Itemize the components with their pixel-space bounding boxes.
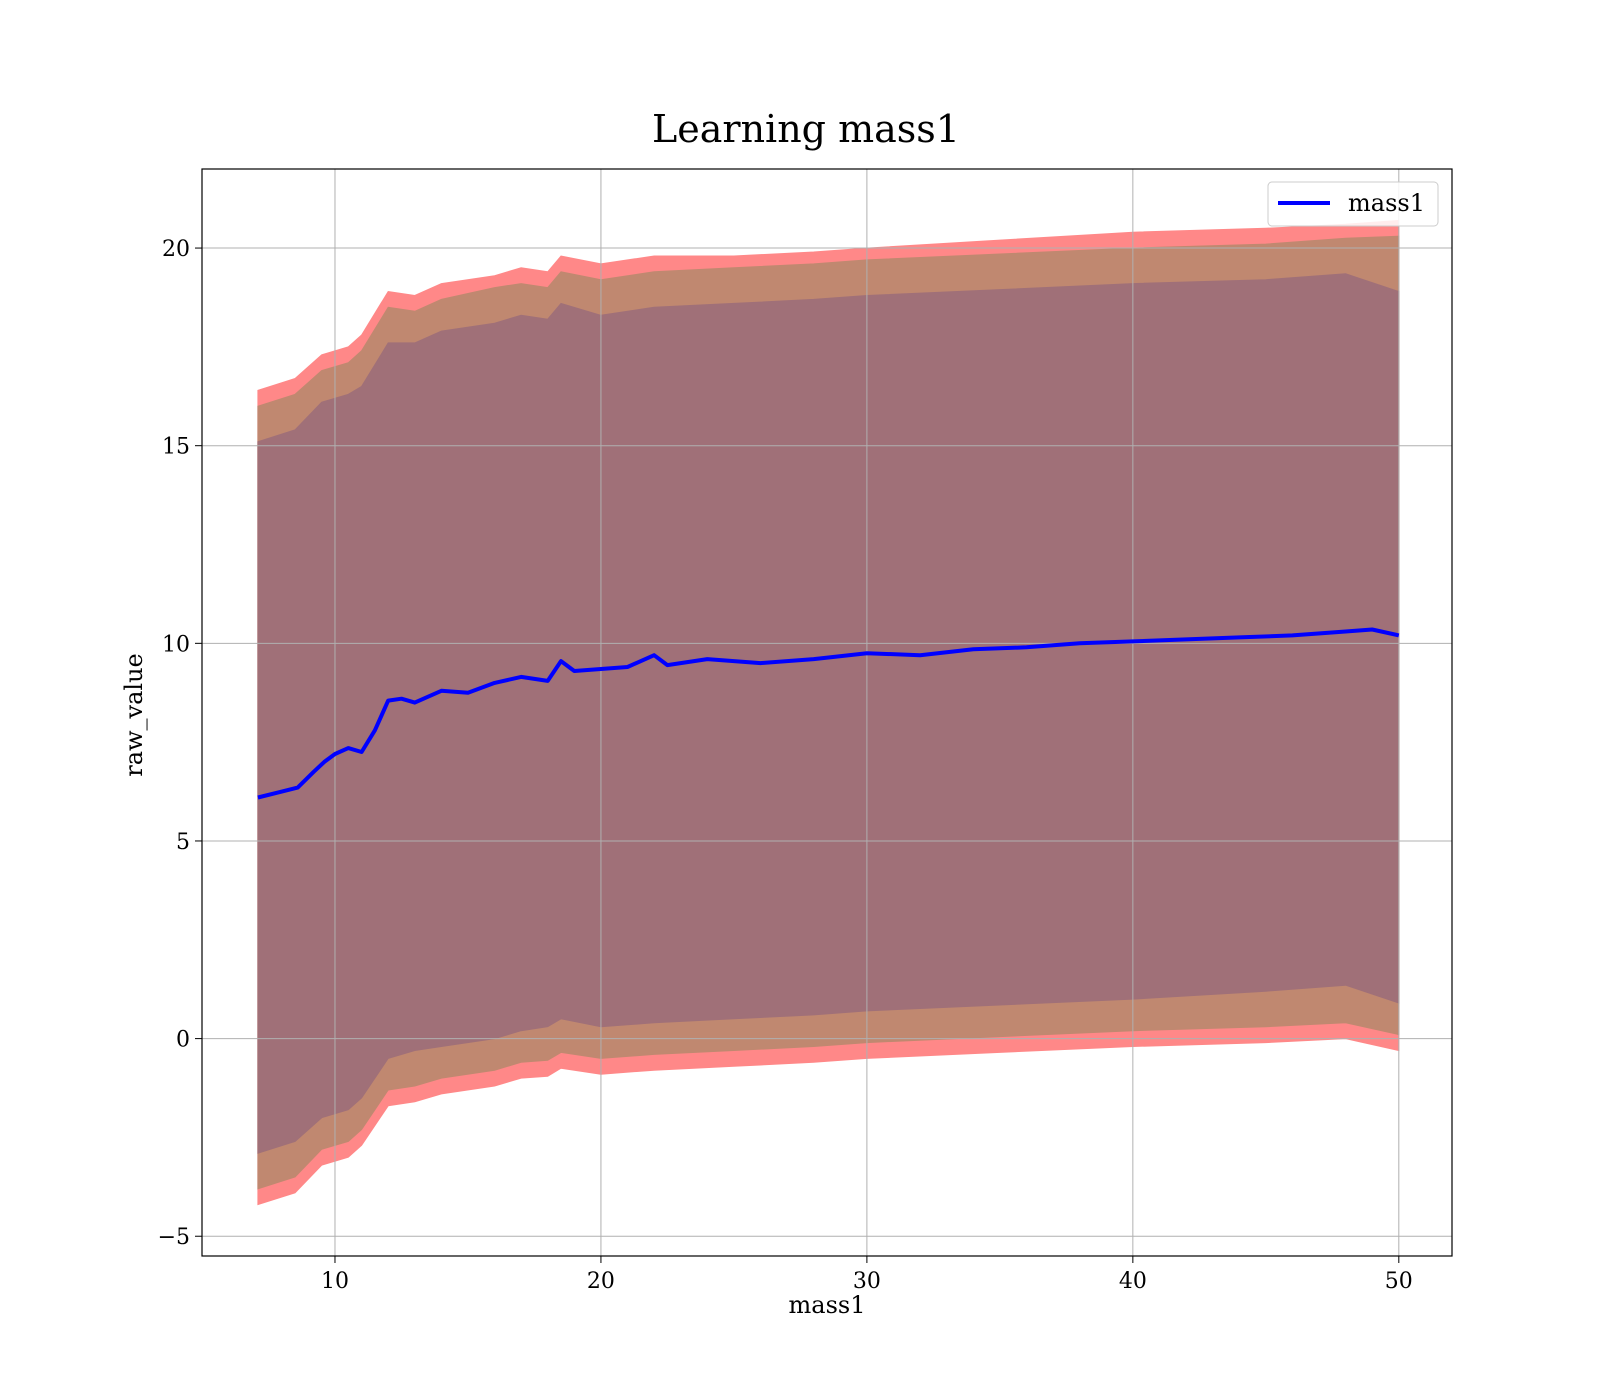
axes-border <box>201 168 1453 1257</box>
axes-frame <box>201 168 1453 1257</box>
x-axis-ticks: 10 20 30 40 50 <box>321 1256 1413 1294</box>
y-axis-ticks: −5 0 5 10 15 20 <box>158 237 202 1250</box>
series-line-mass1 <box>257 627 1400 800</box>
legend: mass1 <box>1267 181 1439 227</box>
x-axis-label: mass1 <box>789 1291 866 1319</box>
bands-layer <box>257 219 1400 1206</box>
grid-layer <box>202 169 1452 1256</box>
y-tick-label-5: 20 <box>162 237 190 262</box>
legend-box <box>1267 181 1439 227</box>
legend-label-mass1: mass1 <box>1348 189 1425 217</box>
x-tick-label-1: 20 <box>587 1269 615 1294</box>
y-tick-label-3: 10 <box>162 632 190 657</box>
x-tick-label-3: 40 <box>1119 1269 1147 1294</box>
x-tick-label-0: 10 <box>321 1269 349 1294</box>
y-tick-label-2: 5 <box>176 830 190 855</box>
series-layer <box>257 627 1400 800</box>
x-tick-label-4: 50 <box>1385 1269 1413 1294</box>
y-axis-label: raw_value <box>120 653 148 777</box>
x-tick-label-2: 30 <box>853 1269 881 1294</box>
chart-title: Learning mass1 <box>652 107 960 151</box>
y-tick-label-1: 0 <box>176 1028 190 1053</box>
y-tick-label-4: 15 <box>162 435 190 460</box>
y-tick-label-0: −5 <box>158 1225 190 1250</box>
